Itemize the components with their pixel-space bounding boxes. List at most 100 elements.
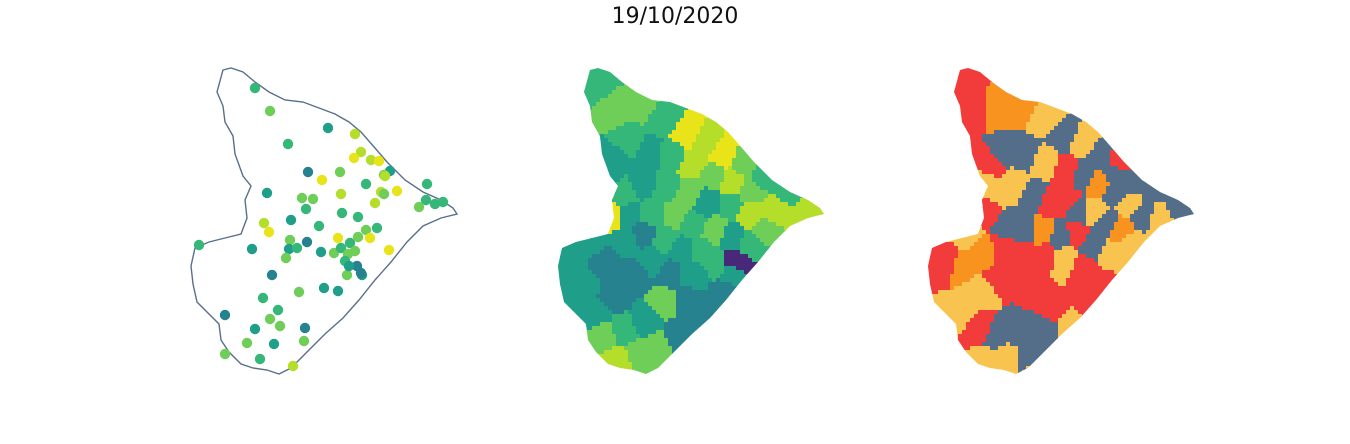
choropleth-region (788, 210, 793, 215)
choropleth-region (628, 94, 633, 99)
choropleth-region (792, 250, 797, 255)
choropleth-region (616, 182, 621, 187)
choropleth-region (820, 290, 824, 295)
choropleth-region (796, 290, 801, 295)
choropleth-region (820, 234, 824, 239)
choropleth-region (580, 174, 585, 179)
choropleth-region (596, 182, 601, 187)
choropleth-region (804, 250, 809, 255)
choropleth-region (656, 182, 661, 187)
choropleth-region (804, 294, 809, 299)
choropleth-region (828, 210, 832, 214)
choropleth-region (688, 282, 693, 287)
choropleth-region (636, 234, 641, 239)
choropleth-region (800, 202, 805, 207)
choropleth-region (668, 334, 673, 339)
choropleth-region (648, 134, 653, 139)
choropleth-region (680, 286, 685, 291)
choropleth-region (804, 62, 808, 66)
choropleth-region (816, 134, 821, 139)
choropleth-region (660, 154, 665, 159)
choropleth-region (768, 270, 773, 275)
choropleth-region (584, 282, 589, 287)
choropleth-region (696, 150, 701, 155)
choropleth-region (656, 206, 661, 211)
choropleth-region (788, 230, 793, 235)
choropleth-region (616, 306, 621, 311)
choropleth-region (728, 70, 733, 75)
choropleth-region (664, 166, 669, 171)
choropleth-region (572, 98, 577, 103)
choropleth-region (684, 194, 689, 199)
choropleth-region (732, 114, 737, 119)
choropleth-region (584, 178, 589, 183)
choropleth-region (588, 70, 593, 75)
choropleth-region (672, 98, 677, 103)
choropleth-region (558, 258, 561, 263)
choropleth-region (588, 250, 593, 255)
choropleth-region (764, 198, 769, 203)
choropleth-region (632, 258, 637, 263)
choropleth-region (596, 94, 601, 99)
choropleth-region (588, 154, 593, 159)
choropleth-region (736, 134, 741, 139)
choropleth-region (564, 138, 569, 143)
choropleth-region (656, 154, 661, 159)
choropleth-region (720, 270, 725, 275)
choropleth-region (660, 162, 665, 167)
choropleth-region (808, 322, 813, 327)
choropleth-region (600, 90, 605, 95)
choropleth-region (708, 226, 713, 231)
point-marker (307, 193, 319, 205)
choropleth-region (564, 90, 569, 95)
choropleth-region (828, 70, 832, 74)
choropleth-region (560, 158, 565, 163)
choropleth-region (592, 154, 597, 159)
choropleth-region (564, 254, 569, 259)
choropleth-region (676, 150, 681, 155)
choropleth-region (604, 278, 609, 283)
choropleth-region (740, 182, 745, 187)
choropleth-region (720, 218, 725, 223)
choropleth-region (624, 134, 629, 139)
choropleth-region (604, 94, 609, 99)
choropleth-region (740, 146, 745, 151)
choropleth-region (812, 106, 817, 111)
choropleth-region (736, 186, 741, 191)
choropleth-region (752, 106, 757, 111)
choropleth-region (684, 198, 689, 203)
choropleth-region (700, 74, 705, 79)
choropleth-region (608, 266, 613, 271)
choropleth-region (772, 226, 777, 231)
choropleth-region (788, 86, 793, 91)
choropleth-region (580, 210, 585, 215)
choropleth-region (624, 162, 629, 167)
choropleth-region (828, 214, 832, 218)
choropleth-region (800, 258, 805, 263)
choropleth-region (748, 90, 753, 95)
choropleth-region (828, 218, 832, 222)
point-marker (373, 155, 385, 167)
choropleth-region (744, 182, 749, 187)
choropleth-region (652, 310, 657, 315)
choropleth-region (732, 138, 737, 143)
choropleth-region (584, 226, 589, 231)
choropleth-region (816, 234, 821, 239)
choropleth-region (680, 242, 685, 247)
choropleth-region (660, 242, 665, 247)
choropleth-region (664, 242, 669, 247)
choropleth-region (652, 122, 657, 127)
choropleth-region (564, 190, 569, 195)
choropleth-region (760, 246, 765, 251)
choropleth-region (584, 338, 589, 343)
choropleth-region (576, 202, 581, 207)
choropleth-region (732, 62, 736, 66)
choropleth-region (744, 322, 749, 327)
point-marker (378, 188, 390, 200)
choropleth-region (584, 214, 589, 219)
choropleth-region (560, 174, 565, 179)
choropleth-region (808, 158, 813, 163)
choropleth-region (612, 214, 617, 219)
choropleth-region (600, 182, 605, 187)
choropleth-region (728, 286, 733, 291)
